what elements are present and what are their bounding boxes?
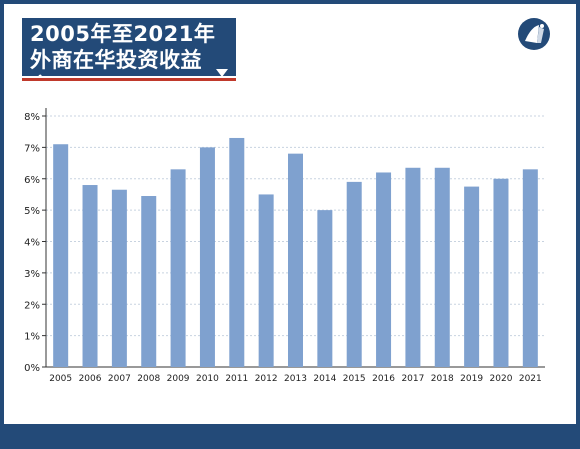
x-tick-label: 2006 [79, 374, 102, 384]
bar-2011[interactable] [229, 137, 245, 367]
x-tick-label: 2007 [108, 374, 131, 384]
x-tick-label: 2017 [401, 374, 424, 384]
bar-2017[interactable] [405, 167, 421, 367]
x-tick-label: 2010 [196, 374, 219, 384]
footer-band [0, 424, 580, 449]
y-tick-label: 6% [24, 175, 40, 186]
x-tick-label: 2005 [49, 374, 72, 384]
dropdown-arrow-icon[interactable] [216, 69, 228, 77]
page-title: 2005年至2021年 [30, 22, 216, 46]
circular-logo-icon [518, 18, 550, 50]
bar-2016[interactable] [376, 172, 392, 367]
bar-2009[interactable] [170, 169, 186, 367]
x-tick-label: 2008 [137, 374, 160, 384]
title-underline [22, 78, 236, 81]
y-tick-label: 5% [24, 206, 40, 217]
bar-2008[interactable] [141, 196, 157, 367]
x-tick-label: 2021 [519, 374, 542, 384]
y-tick-label: 8% [24, 112, 40, 123]
x-tick-label: 2020 [490, 374, 513, 384]
x-tick-label: 2019 [460, 374, 483, 384]
y-tick-label: 7% [24, 143, 40, 154]
y-tick-label: 0% [24, 363, 40, 374]
bar-2013[interactable] [288, 153, 303, 367]
x-tick-label: 2013 [284, 374, 307, 384]
y-tick-label: 1% [24, 332, 40, 343]
bar-chart: 0% 1% 2% 3% 4% 5% 6% 7% 8% 2005 2006 2007 2008 2009 20… [24, 108, 545, 384]
bar-2006[interactable] [82, 185, 98, 367]
x-tick-label: 2014 [313, 374, 336, 384]
page-subtitle[interactable]: 外商在华投资收益率 [30, 47, 228, 99]
x-tick-label: 2015 [343, 374, 366, 384]
bar-2018[interactable] [434, 167, 450, 367]
bar-2015[interactable] [346, 181, 362, 367]
bar-2012[interactable] [258, 194, 274, 367]
x-tick-label: 2016 [372, 374, 395, 384]
y-tick-label: 3% [24, 269, 40, 280]
x-tick-label: 2018 [431, 374, 454, 384]
bar-2007[interactable] [111, 189, 127, 367]
subtitle-text: 外商在华投资收益率 [30, 48, 202, 98]
bar-2020[interactable] [493, 178, 509, 367]
bar-2019[interactable] [464, 186, 480, 367]
y-tick-label: 2% [24, 300, 40, 311]
bar-2014[interactable] [317, 210, 333, 367]
bar-2005[interactable] [53, 144, 69, 367]
x-tick-label: 2011 [225, 374, 248, 384]
bar-2021[interactable] [522, 169, 538, 367]
x-tick-label: 2009 [167, 374, 190, 384]
y-tick-label: 4% [24, 238, 40, 249]
bar-2010[interactable] [199, 147, 215, 367]
title-box: 2005年至2021年 外商在华投资收益率 [22, 18, 236, 98]
x-tick-label: 2012 [255, 374, 278, 384]
